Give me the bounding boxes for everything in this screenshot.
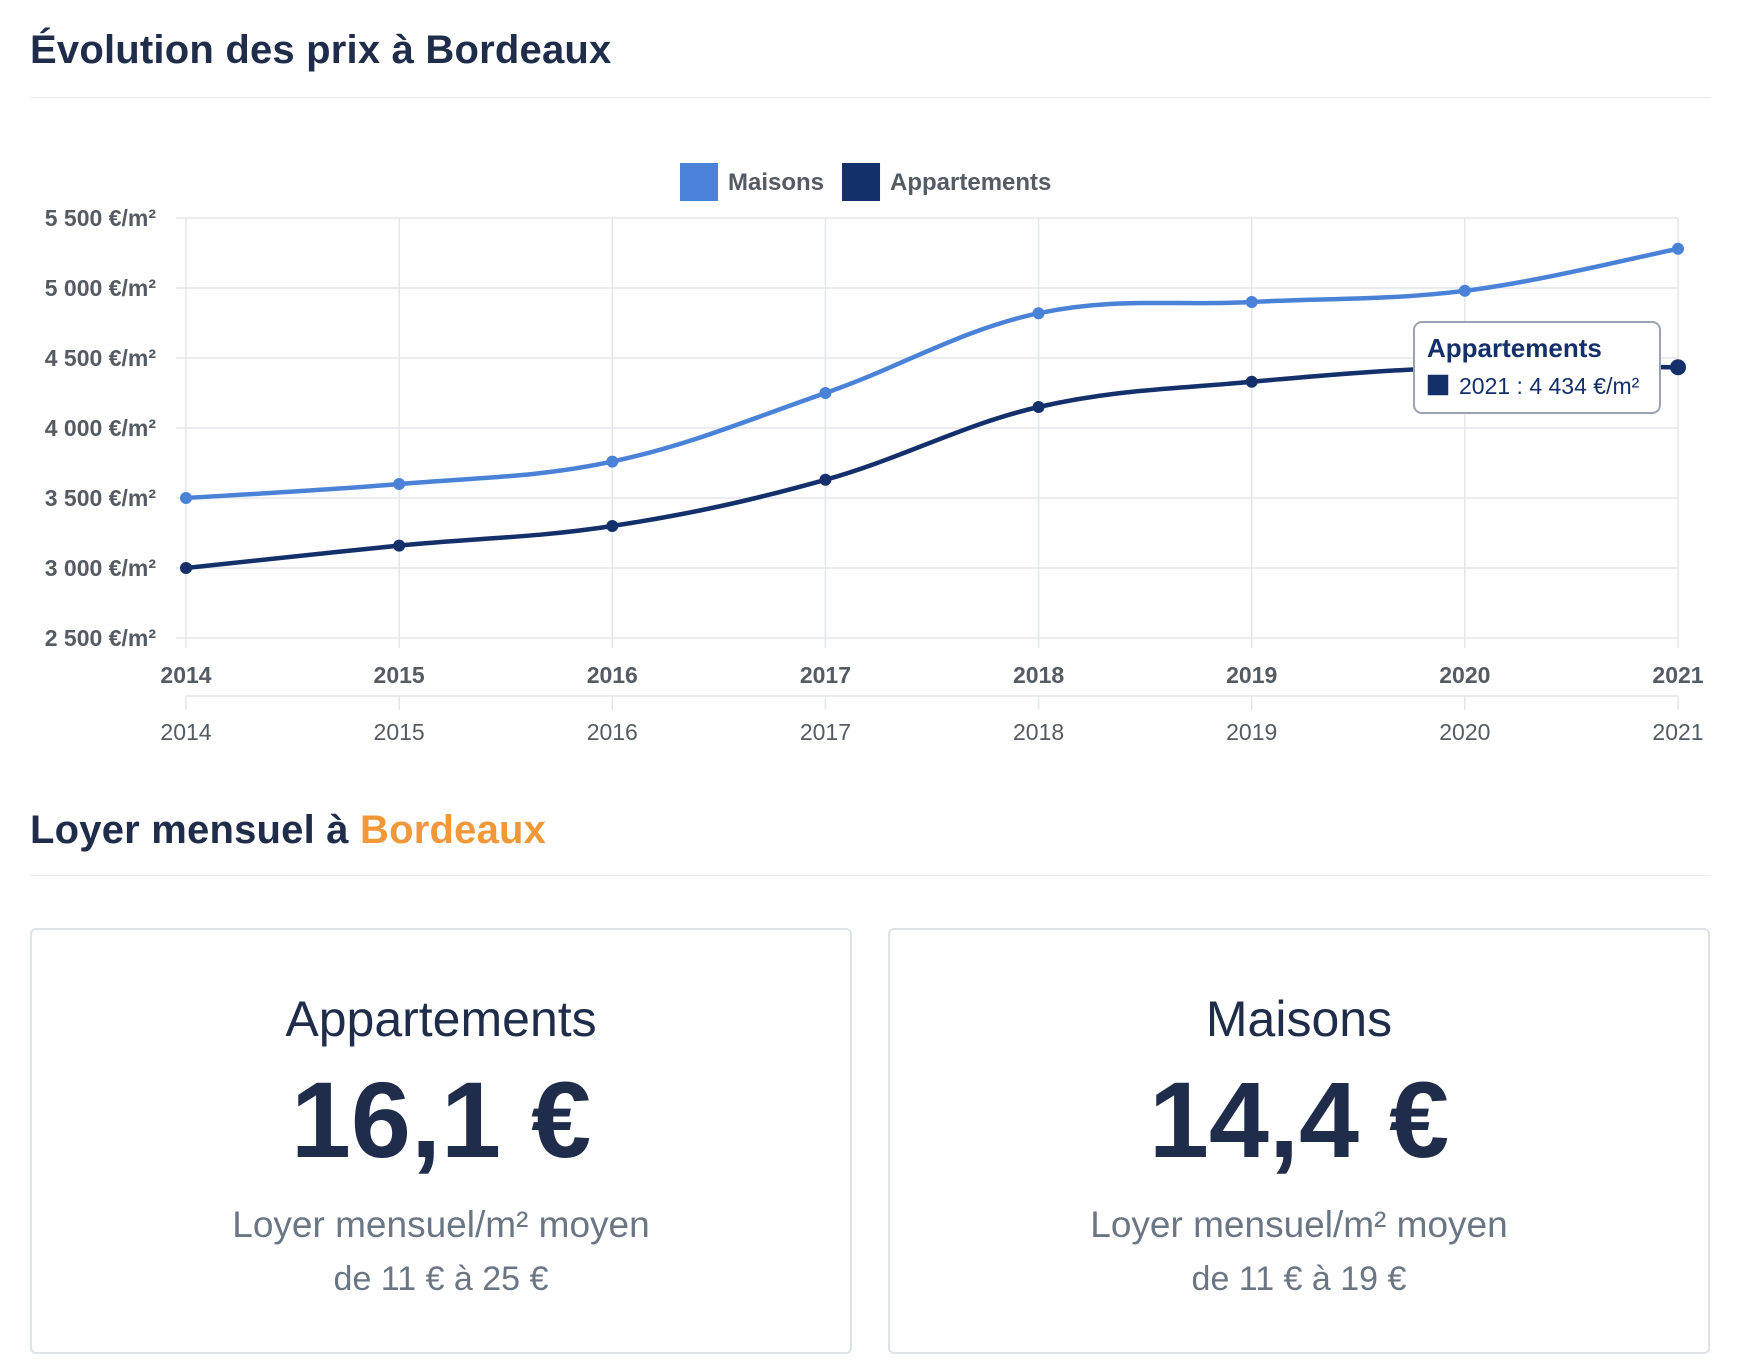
data-point-maisons (1032, 307, 1045, 320)
card-value: 14,4 € (1148, 1059, 1450, 1180)
card-title: Maisons (1205, 991, 1393, 1047)
x-tick-label-secondary: 2015 (374, 719, 425, 745)
card-range: de 11 € à 25 € (333, 1260, 549, 1298)
x-tick-label-secondary: 2020 (1439, 719, 1490, 745)
x-tick-label: 2021 (1652, 662, 1703, 688)
rent-title-city: Bordeaux (360, 808, 547, 852)
legend-label: Appartements (890, 169, 1051, 196)
tooltip-box (1413, 321, 1661, 414)
x-tick-label: 2014 (160, 662, 211, 688)
data-point-maisons (180, 492, 192, 504)
x-tick-label-secondary: 2014 (160, 719, 211, 745)
x-tick-label-secondary: 2016 (587, 719, 638, 745)
data-point-appartements (819, 473, 832, 486)
card-range: de 11 € à 19 € (1191, 1260, 1407, 1298)
data-point-appartements (1032, 401, 1045, 413)
x-tick-label: 2018 (1013, 662, 1064, 688)
data-point-maisons (1672, 242, 1684, 255)
data-point-appartements (1670, 359, 1686, 376)
rent-card-appartements: Appartements 16,1 € Loyer mensuel/m² moy… (30, 928, 852, 1354)
data-point-appartements (1245, 375, 1258, 388)
x-tick-label: 2020 (1439, 662, 1490, 688)
y-tick-label: 4 000 €/m² (45, 415, 157, 441)
data-point-maisons (393, 478, 406, 490)
legend-swatch (680, 163, 718, 201)
card-caption: Loyer mensuel/m² moyen (232, 1204, 650, 1245)
card-caption: Loyer mensuel/m² moyen (1090, 1204, 1508, 1245)
y-tick-label: 5 000 €/m² (45, 275, 157, 301)
x-tick-label: 2016 (587, 662, 638, 688)
series-line-maisons (185, 246, 1679, 501)
y-tick-label: 5 500 €/m² (45, 205, 157, 231)
section-divider (30, 97, 1710, 98)
data-point-maisons (819, 387, 832, 399)
price-evolution-chart: 5 500 €/m² 5 000 €/m² 4 500 €/m² 4 000 €/m²… (45, 163, 1704, 745)
x-tick-label-secondary: 2019 (1226, 719, 1277, 745)
x-tick-label: 2017 (800, 662, 851, 688)
card-value: 16,1 € (290, 1059, 592, 1180)
y-tick-label: 3 000 €/m² (45, 555, 157, 581)
y-tick-label: 3 500 €/m² (45, 485, 157, 511)
x-tick-label: 2015 (374, 662, 425, 688)
legend-swatch (842, 163, 881, 201)
data-point-maisons (1245, 296, 1258, 308)
tooltip-value: 2021 : 4 434 €/m² (1459, 373, 1640, 399)
card-title: Appartements (285, 991, 597, 1047)
data-point-appartements (180, 562, 192, 574)
x-tick-label-secondary: 2017 (800, 719, 851, 745)
rent-section-title: Loyer mensuel à Bordeaux (30, 808, 546, 853)
data-point-maisons (606, 455, 619, 468)
price-section-title: Évolution des prix à Bordeaux (30, 28, 612, 72)
legend-label: Maisons (728, 169, 824, 196)
y-tick-label: 4 500 €/m² (45, 345, 157, 371)
section-divider (30, 875, 1710, 876)
x-tick-label: 2019 (1226, 662, 1277, 688)
y-tick-label: 2 500 €/m² (45, 625, 157, 651)
rent-title-prefix: Loyer mensuel à (30, 808, 360, 852)
tooltip-swatch (1426, 373, 1450, 397)
data-point-maisons (1458, 284, 1471, 297)
data-point-appartements (393, 539, 406, 552)
x-tick-label-secondary: 2018 (1013, 719, 1064, 745)
data-point-appartements (606, 520, 619, 532)
x-tick-label-secondary: 2021 (1652, 719, 1703, 745)
tooltip-title: Appartements (1427, 333, 1602, 363)
rent-card-maisons: Maisons 14,4 € Loyer mensuel/m² moyen de… (888, 928, 1710, 1354)
